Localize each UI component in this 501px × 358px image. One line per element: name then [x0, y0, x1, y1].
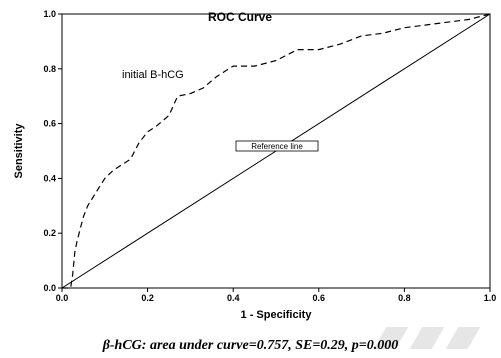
- x-tick-label: 1.0: [484, 293, 497, 303]
- x-tick-label: 0.4: [227, 293, 240, 303]
- x-tick-label: 0.2: [141, 293, 154, 303]
- x-tick-labels: 0.0 0.2 0.4 0.6 0.8 1.0: [56, 293, 497, 303]
- y-tick-label: 0.6: [43, 119, 56, 129]
- axis-ticks: [58, 13, 491, 292]
- x-tick-label: 0.0: [56, 293, 69, 303]
- y-tick-label: 0.0: [43, 283, 56, 293]
- reference-line-label: Reference line: [251, 142, 303, 151]
- plot-frame: [61, 13, 491, 289]
- x-tick-label: 0.8: [398, 293, 411, 303]
- y-tick-label: 1.0: [43, 9, 56, 19]
- roc-curve-line: [62, 13, 491, 289]
- chart-title: ROC Curve: [208, 10, 272, 24]
- figure-caption: β-hCG: area under curve=0.757, SE=0.29, …: [102, 338, 399, 353]
- reference-line-label-box: [235, 140, 319, 152]
- y-tick-labels: 0.0 0.2 0.4 0.6 0.8 1.0: [43, 9, 56, 293]
- y-tick-label: 0.4: [43, 173, 56, 183]
- x-tick-label: 0.6: [313, 293, 326, 303]
- y-tick-label: 0.2: [43, 228, 56, 238]
- series-label: initial B-hCG: [122, 69, 184, 81]
- y-tick-label: 0.8: [43, 64, 56, 74]
- x-axis-label: 1 - Specificity: [241, 309, 313, 321]
- y-axis-label: Sensitivity: [13, 123, 25, 179]
